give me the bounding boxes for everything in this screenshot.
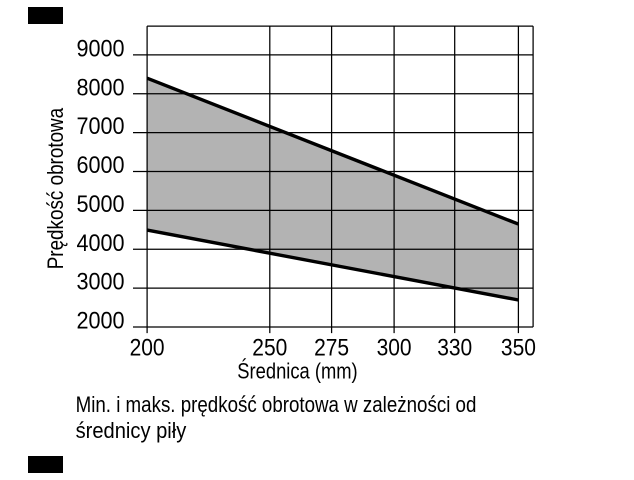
svg-text:średnicy piły: średnicy piły xyxy=(76,419,187,443)
svg-text:6000: 6000 xyxy=(76,151,124,178)
svg-text:Średnica (mm): Średnica (mm) xyxy=(237,358,357,384)
svg-text:Prędkość obrotowa: Prędkość obrotowa xyxy=(44,107,69,269)
svg-text:7000: 7000 xyxy=(76,112,124,139)
svg-text:300: 300 xyxy=(377,334,412,361)
svg-text:9000: 9000 xyxy=(76,34,124,61)
svg-text:Min. i maks. prędkość obrotowa: Min. i maks. prędkość obrotowa w zależno… xyxy=(76,394,477,418)
svg-text:350: 350 xyxy=(501,334,536,361)
svg-text:5000: 5000 xyxy=(76,190,124,217)
svg-text:4000: 4000 xyxy=(76,229,124,256)
svg-text:330: 330 xyxy=(437,334,472,361)
svg-text:2000: 2000 xyxy=(76,307,124,334)
svg-text:275: 275 xyxy=(314,334,349,361)
svg-text:8000: 8000 xyxy=(76,73,124,100)
svg-text:250: 250 xyxy=(252,334,287,361)
svg-text:200: 200 xyxy=(130,334,165,361)
svg-text:3000: 3000 xyxy=(76,268,124,295)
